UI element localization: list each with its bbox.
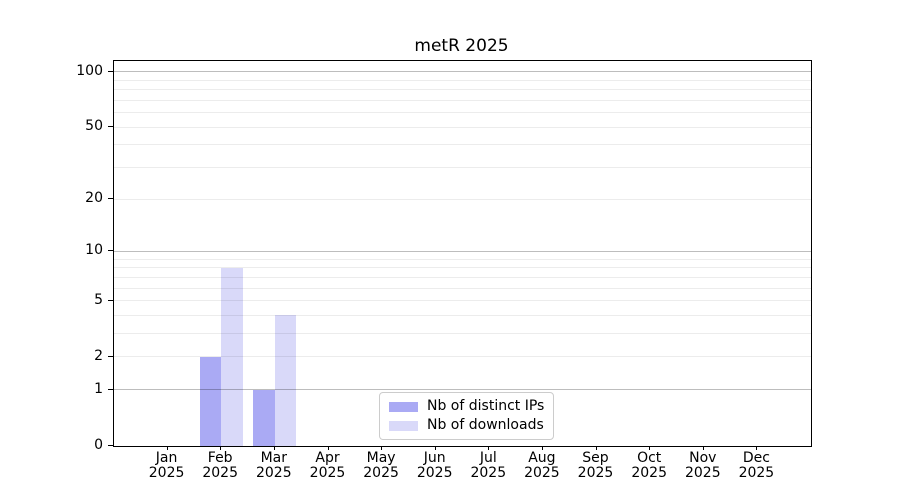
month-text: Aug — [528, 450, 556, 466]
bar-mar-distinct-ips — [253, 389, 275, 446]
ytick-label-5: 5 — [94, 291, 103, 308]
month-text: Nov — [689, 450, 717, 466]
xtick-label-feb: Feb 2025 — [180, 451, 260, 481]
xtick-label-nov: Nov 2025 — [663, 451, 743, 481]
legend-item-distinct-ips: Nb of distinct IPs — [389, 397, 544, 416]
month-text: Jun — [423, 450, 446, 466]
gridline-40 — [114, 144, 811, 146]
month-text: Sep — [582, 450, 609, 466]
year-text: 2025 — [202, 465, 238, 481]
gridline-1 — [114, 389, 811, 391]
xtick-label-sep: Sep 2025 — [556, 451, 636, 481]
plot-area: Nb of distinct IPs Nb of downloads — [113, 60, 812, 447]
bar-mar-downloads — [274, 315, 297, 446]
gridline-9 — [114, 258, 811, 260]
ytick-label-10: 10 — [85, 242, 103, 259]
gridline-20 — [114, 198, 811, 200]
xtick-label-jan: Jan 2025 — [127, 451, 207, 481]
gridline-90 — [114, 79, 811, 81]
gridline-3 — [114, 333, 811, 334]
legend-item-downloads: Nb of downloads — [389, 416, 544, 435]
xtick-label-aug: Aug 2025 — [502, 451, 582, 481]
gridline-10 — [114, 250, 811, 252]
ytick-label-1: 1 — [94, 380, 103, 397]
gridline-5 — [114, 300, 811, 302]
xtick-label-dec: Dec 2025 — [716, 451, 796, 481]
year-text: 2025 — [309, 465, 346, 481]
ytick-label-20: 20 — [85, 190, 103, 206]
xtick-label-oct: Oct 2025 — [609, 451, 689, 481]
legend-swatch-downloads — [389, 420, 418, 431]
ytick-label-100: 100 — [76, 62, 103, 79]
year-text: 2025 — [631, 465, 667, 481]
gridline-2 — [114, 356, 811, 358]
gridline-6 — [114, 287, 811, 289]
year-text: 2025 — [255, 465, 292, 481]
month-text: Dec — [742, 450, 770, 466]
year-text: 2025 — [524, 465, 560, 481]
ytick-label-2: 2 — [94, 347, 103, 364]
chart-title: metR 2025 — [414, 36, 509, 56]
legend: Nb of distinct IPs Nb of downloads — [379, 392, 555, 440]
month-text: Oct — [637, 450, 662, 466]
year-text: 2025 — [363, 465, 399, 481]
gridline-30 — [114, 166, 811, 168]
year-text: 2025 — [470, 465, 507, 481]
xtick-label-may: May 2025 — [341, 451, 421, 481]
year-text: 2025 — [738, 465, 775, 481]
month-text: Jul — [479, 450, 497, 466]
gridline-100 — [114, 71, 811, 72]
xtick-label-apr: Apr 2025 — [288, 451, 368, 481]
xtick-label-jun: Jun 2025 — [395, 451, 475, 481]
xtick-label-jul: Jul 2025 — [448, 451, 528, 481]
month-text: Jan — [155, 450, 178, 466]
ytick-label-0: 0 — [94, 437, 103, 453]
bar-feb-distinct-ips — [199, 356, 222, 446]
year-text: 2025 — [577, 465, 614, 481]
gridline-70 — [114, 99, 811, 101]
year-text: 2025 — [148, 465, 185, 481]
legend-label-downloads: Nb of downloads — [427, 417, 544, 433]
bar-feb-downloads — [221, 267, 243, 446]
grid-layer — [114, 61, 811, 446]
gridline-7 — [114, 276, 811, 278]
month-text: May — [366, 450, 396, 466]
bars-layer — [114, 61, 811, 446]
month-text: Apr — [315, 450, 340, 466]
month-text: Feb — [207, 450, 233, 466]
gridline-80 — [114, 88, 811, 90]
gridline-50 — [114, 126, 811, 128]
ytick-label-50: 50 — [85, 118, 103, 134]
xtick-label-mar: Mar 2025 — [234, 451, 314, 481]
legend-label-distinct-ips: Nb of distinct IPs — [427, 398, 545, 414]
year-text: 2025 — [684, 465, 721, 481]
gridline-60 — [114, 111, 811, 113]
gridline-4 — [114, 314, 811, 316]
year-text: 2025 — [416, 465, 453, 481]
gridline-8 — [114, 267, 811, 269]
month-text: Mar — [260, 450, 287, 466]
legend-swatch-distinct-ips — [389, 401, 418, 412]
